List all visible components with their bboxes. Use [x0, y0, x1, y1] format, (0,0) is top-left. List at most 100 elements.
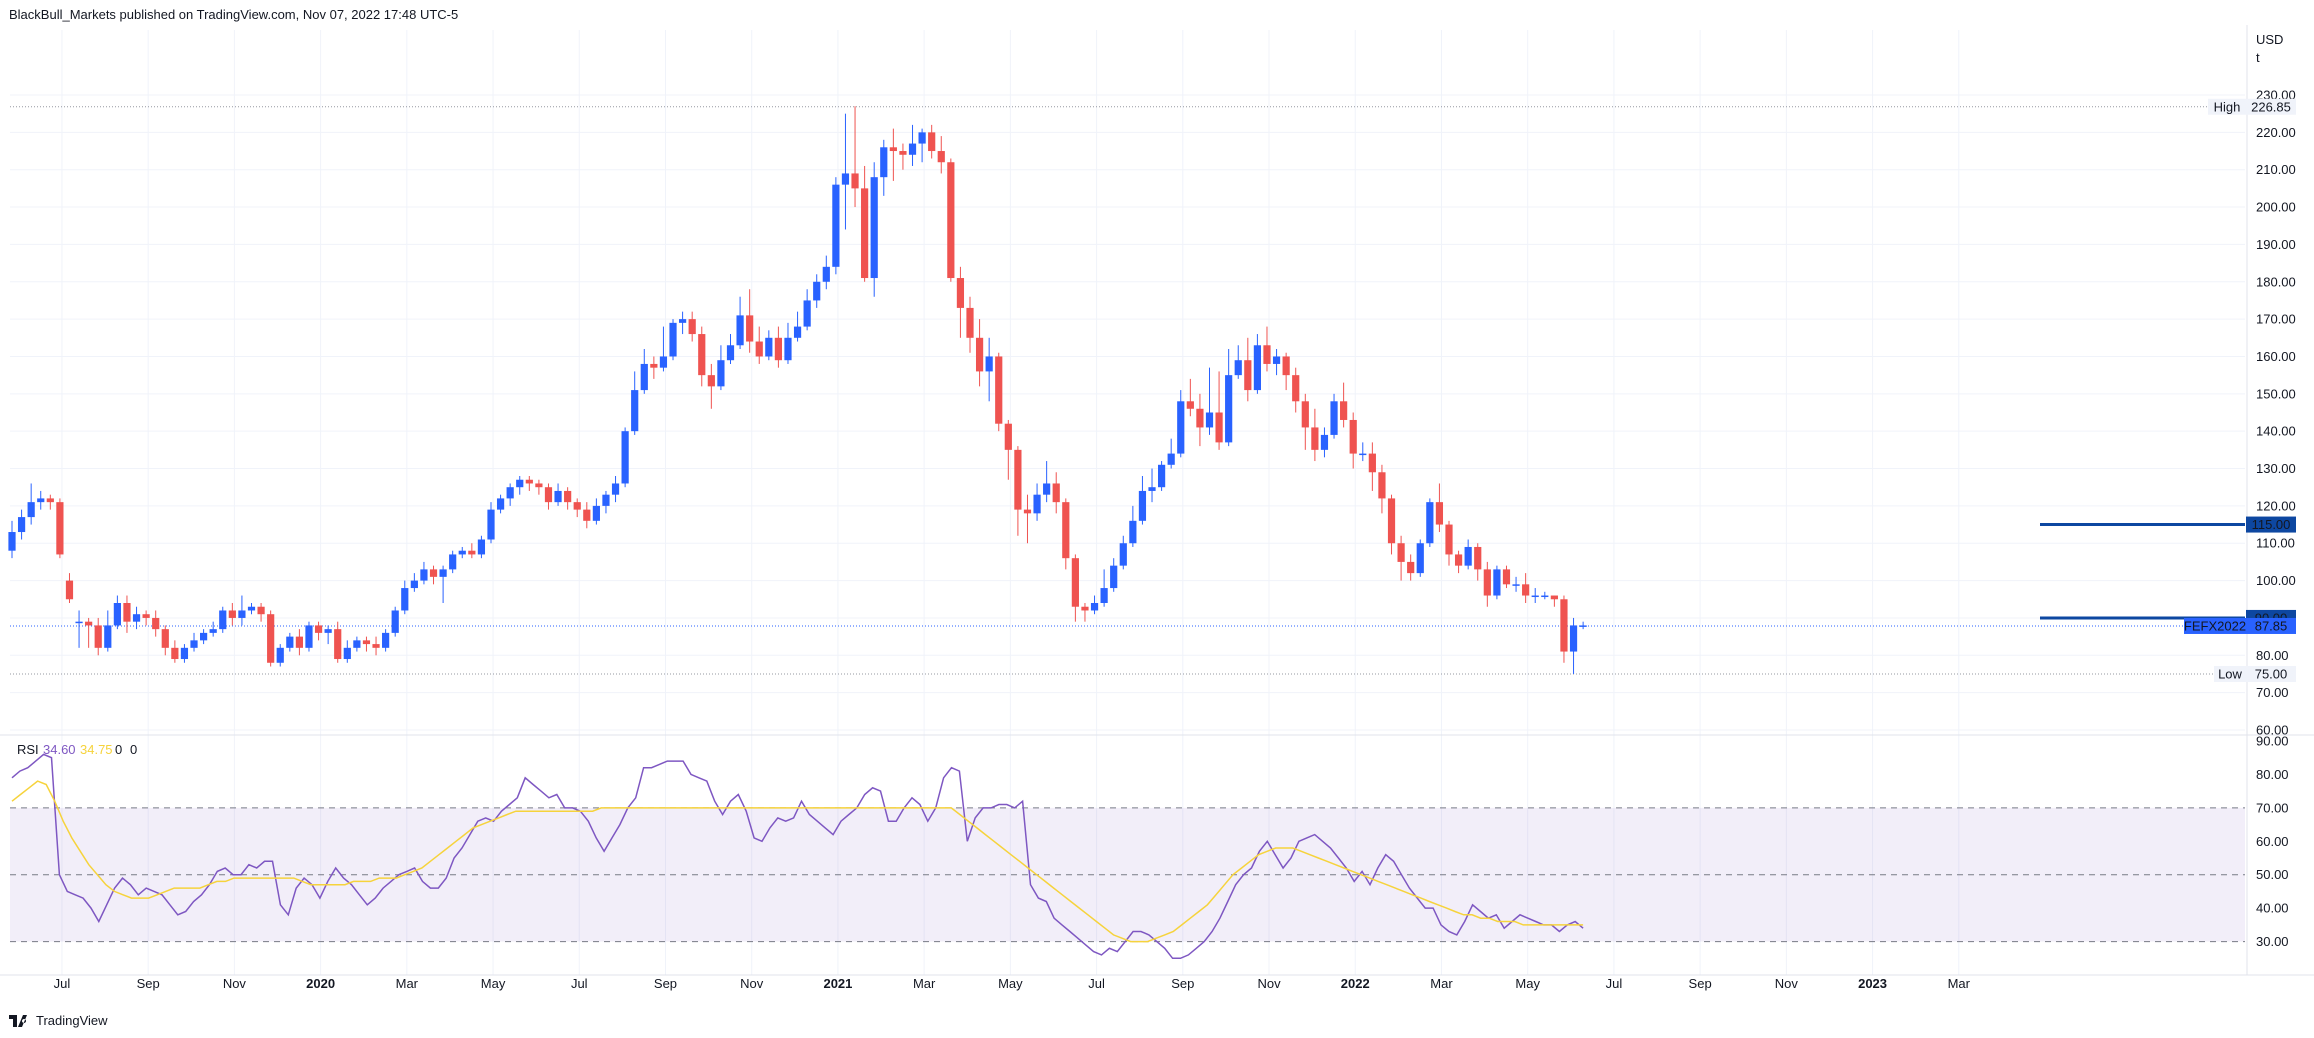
candle[interactable] [257, 603, 265, 622]
candle[interactable] [496, 494, 505, 514]
candle[interactable] [1445, 520, 1453, 566]
candle[interactable] [372, 636, 380, 656]
candle[interactable] [1205, 367, 1214, 435]
candle[interactable] [324, 625, 332, 645]
candle[interactable] [1186, 378, 1194, 417]
price-pane[interactable] [8, 106, 2245, 675]
candle[interactable] [861, 165, 869, 282]
candle[interactable] [1522, 573, 1530, 603]
candle[interactable] [429, 565, 438, 585]
candle[interactable] [1330, 393, 1338, 439]
candle[interactable] [592, 498, 600, 525]
candle[interactable] [726, 334, 735, 364]
candle[interactable] [1167, 438, 1175, 469]
candle[interactable] [161, 625, 169, 656]
candle[interactable] [1435, 483, 1444, 533]
candle[interactable] [525, 476, 533, 491]
candle[interactable] [1081, 603, 1089, 622]
rsi-ma-line[interactable] [11, 780, 1584, 943]
candle[interactable] [267, 610, 275, 667]
candle[interactable] [736, 296, 744, 349]
candle[interactable] [793, 311, 802, 342]
candle[interactable] [449, 550, 457, 574]
candle[interactable] [104, 610, 112, 652]
candle[interactable] [1119, 535, 1127, 570]
candle[interactable] [640, 349, 648, 394]
candle[interactable] [334, 621, 342, 663]
candle[interactable] [813, 274, 821, 308]
candle[interactable] [468, 543, 476, 559]
candle[interactable] [1253, 334, 1261, 394]
candle[interactable] [851, 106, 859, 208]
candle[interactable] [937, 136, 945, 174]
candle[interactable] [65, 573, 74, 603]
candle[interactable] [458, 546, 466, 559]
rsi-line[interactable] [11, 753, 1584, 960]
candle[interactable] [928, 124, 936, 159]
candle[interactable] [1110, 558, 1118, 592]
candle[interactable] [477, 535, 486, 559]
candle[interactable] [841, 113, 850, 230]
candle[interactable] [382, 629, 390, 652]
candle[interactable] [1196, 393, 1204, 447]
candle[interactable] [75, 610, 83, 648]
candle[interactable] [1464, 539, 1472, 570]
candle[interactable] [1320, 427, 1329, 458]
candle[interactable] [401, 580, 409, 615]
candle[interactable] [1090, 595, 1099, 615]
candle[interactable] [1033, 483, 1041, 521]
candle[interactable] [1454, 550, 1463, 574]
tradingview-logo[interactable]: TradingView [9, 1013, 108, 1028]
candle[interactable] [1359, 442, 1367, 462]
candle[interactable] [966, 296, 974, 353]
candle[interactable] [171, 640, 179, 663]
candle[interactable] [1004, 419, 1012, 480]
candle[interactable] [1531, 588, 1539, 603]
candle[interactable] [564, 487, 572, 510]
candle[interactable] [27, 483, 35, 525]
candle[interactable] [286, 632, 294, 652]
candle[interactable] [832, 177, 840, 275]
candle[interactable] [995, 352, 1003, 432]
candle[interactable] [410, 573, 418, 592]
candle[interactable] [439, 565, 447, 603]
candle[interactable] [659, 326, 668, 372]
candle[interactable] [1052, 472, 1060, 514]
candle[interactable] [1014, 446, 1022, 536]
candle[interactable] [650, 356, 658, 379]
candle[interactable] [56, 498, 64, 559]
candle[interactable] [219, 606, 227, 633]
candle[interactable] [362, 636, 371, 652]
candle[interactable] [1292, 367, 1300, 413]
candle[interactable] [1550, 595, 1558, 607]
candle[interactable] [1177, 390, 1185, 458]
candle[interactable] [1071, 554, 1079, 622]
candle[interactable] [247, 603, 256, 615]
candle[interactable] [1263, 326, 1271, 372]
candle[interactable] [1100, 569, 1108, 607]
candle[interactable] [1272, 349, 1281, 376]
rsi-pane[interactable] [10, 753, 2245, 960]
candle[interactable] [1368, 442, 1376, 491]
candle[interactable] [602, 490, 610, 514]
candle[interactable] [1244, 337, 1252, 402]
candle[interactable] [1234, 345, 1242, 379]
candle[interactable] [803, 289, 811, 331]
candle[interactable] [200, 629, 208, 645]
candle[interactable] [1158, 461, 1166, 491]
candle[interactable] [688, 311, 696, 342]
candle[interactable] [1493, 565, 1501, 600]
candle[interactable] [343, 640, 351, 663]
candle[interactable] [1062, 498, 1070, 570]
candle[interactable] [314, 621, 323, 641]
candle[interactable] [209, 621, 217, 637]
candle[interactable] [1397, 535, 1405, 581]
candle[interactable] [535, 479, 543, 495]
candle[interactable] [487, 502, 495, 544]
candle[interactable] [276, 644, 284, 667]
candle[interactable] [870, 162, 878, 297]
candle[interactable] [142, 610, 150, 626]
candle[interactable] [1474, 543, 1482, 581]
candle[interactable] [822, 255, 830, 290]
